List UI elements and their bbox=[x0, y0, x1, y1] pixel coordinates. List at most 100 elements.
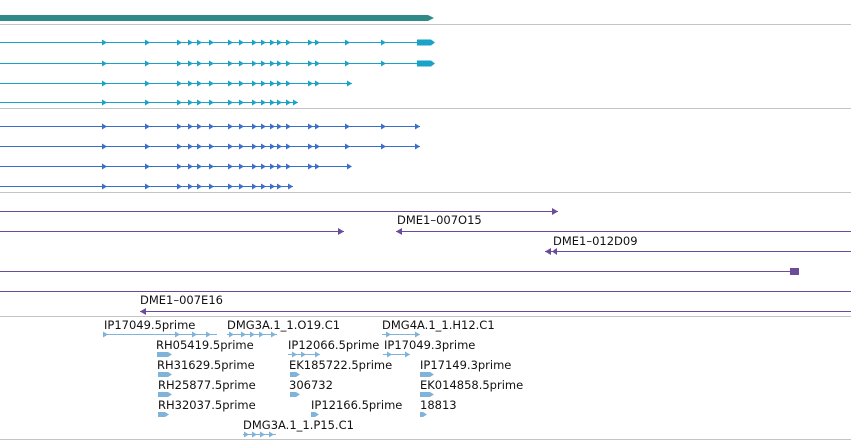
est-label[interactable]: DMG3A.1_1.P15.C1 bbox=[243, 418, 354, 432]
strand-arrow-icon bbox=[239, 39, 244, 46]
strand-arrow-icon bbox=[423, 412, 427, 417]
strand-arrow-icon bbox=[145, 143, 150, 150]
strand-arrow-icon bbox=[102, 60, 107, 67]
clone-feature[interactable] bbox=[140, 308, 851, 315]
est-block bbox=[290, 392, 296, 397]
est-label[interactable]: RH25877.5prime bbox=[158, 378, 256, 392]
transcript-feature[interactable] bbox=[0, 99, 298, 106]
est-labels: IP17049.5prime DMG3A.1_1.O19.C1 DMG4A.1_… bbox=[104, 318, 523, 432]
est-label[interactable]: 306732 bbox=[289, 378, 333, 392]
strand-arrow-icon bbox=[145, 183, 150, 190]
strand-arrow-icon bbox=[315, 60, 320, 67]
est-feature[interactable] bbox=[288, 351, 320, 358]
strand-arrow-icon bbox=[277, 163, 282, 170]
strand-arrow-icon bbox=[252, 431, 257, 438]
strand-arrow-icon bbox=[381, 123, 386, 130]
strand-arrow-icon bbox=[168, 372, 172, 377]
est-label[interactable]: EK014858.5prime bbox=[420, 378, 523, 392]
strand-arrow-icon bbox=[345, 143, 350, 150]
strand-arrow-icon bbox=[145, 163, 150, 170]
est-label[interactable]: DMG4A.1_1.H12.C1 bbox=[382, 318, 495, 332]
strand-arrow-icon bbox=[315, 351, 320, 358]
strand-arrow-icon bbox=[228, 143, 233, 150]
est-label[interactable]: RH05419.5prime bbox=[156, 338, 254, 352]
est-feature[interactable] bbox=[158, 372, 172, 377]
strand-arrow-icon bbox=[288, 183, 293, 190]
strand-arrow-icon bbox=[177, 39, 182, 46]
strand-arrow-icon bbox=[315, 412, 319, 417]
clone-label[interactable]: DME1–007E16 bbox=[140, 293, 223, 307]
clone-feature[interactable] bbox=[0, 228, 344, 235]
est-feature[interactable] bbox=[227, 331, 277, 338]
est-block bbox=[420, 372, 430, 377]
strand-arrow-icon bbox=[252, 39, 257, 46]
est-feature[interactable] bbox=[103, 331, 217, 338]
strand-arrow-icon bbox=[197, 123, 202, 130]
est-feature[interactable] bbox=[420, 372, 434, 377]
est-feature[interactable] bbox=[311, 412, 319, 417]
strand-arrow-icon bbox=[270, 143, 275, 150]
est-feature[interactable] bbox=[382, 331, 420, 338]
strand-arrow-icon bbox=[415, 123, 420, 130]
strand-arrow-icon bbox=[209, 60, 214, 67]
clone-feature[interactable] bbox=[0, 208, 558, 215]
est-label[interactable]: IP17049.5prime bbox=[104, 318, 195, 332]
strand-arrow-icon bbox=[405, 351, 410, 358]
strand-arrow-icon bbox=[261, 60, 266, 67]
transcript-feature[interactable] bbox=[0, 60, 435, 67]
strand-arrow-icon bbox=[431, 60, 435, 67]
strand-arrow-icon bbox=[197, 163, 202, 170]
strand-arrow-icon bbox=[209, 80, 214, 87]
est-block bbox=[158, 372, 168, 377]
est-feature[interactable] bbox=[290, 392, 300, 397]
strand-arrow-icon bbox=[188, 143, 193, 150]
strand-arrow-icon bbox=[103, 331, 108, 338]
est-label[interactable]: RH32037.5prime bbox=[158, 398, 256, 412]
gene-model-bar[interactable] bbox=[0, 15, 428, 21]
est-label[interactable]: RH31629.5prime bbox=[157, 358, 255, 372]
transcript-feature[interactable] bbox=[0, 183, 293, 190]
est-label[interactable]: DMG3A.1_1.O19.C1 bbox=[227, 318, 340, 332]
est-feature[interactable] bbox=[290, 372, 300, 377]
est-label[interactable]: EK185722.5prime bbox=[289, 358, 392, 372]
est-feature[interactable] bbox=[420, 392, 434, 397]
strand-arrow-icon bbox=[277, 123, 282, 130]
est-label[interactable]: IP12066.5prime bbox=[288, 338, 379, 352]
transcript-feature[interactable] bbox=[0, 163, 352, 170]
transcript-feature[interactable] bbox=[0, 123, 420, 130]
strand-arrow-icon bbox=[292, 351, 297, 358]
strand-arrow-icon bbox=[239, 80, 244, 87]
strand-arrow-icon bbox=[286, 80, 291, 87]
strand-arrow-icon bbox=[270, 183, 275, 190]
transcript-feature[interactable] bbox=[0, 39, 435, 46]
strand-arrow-icon bbox=[209, 39, 214, 46]
strand-arrow-icon bbox=[229, 331, 234, 338]
transcript-feature[interactable] bbox=[0, 143, 420, 150]
strand-arrow-icon bbox=[308, 123, 313, 130]
est-label[interactable]: IP17049.3prime bbox=[384, 338, 475, 352]
transcript-feature[interactable] bbox=[0, 80, 352, 87]
est-feature[interactable] bbox=[420, 412, 427, 417]
strand-arrow-icon bbox=[177, 123, 182, 130]
clone-feature[interactable] bbox=[545, 248, 851, 255]
est-label[interactable]: IP17149.3prime bbox=[420, 358, 511, 372]
clone-feature[interactable] bbox=[0, 268, 799, 275]
est-label[interactable]: 18813 bbox=[420, 398, 457, 412]
est-feature[interactable] bbox=[383, 351, 410, 358]
est-feature[interactable] bbox=[243, 431, 276, 438]
strand-arrow-icon bbox=[228, 163, 233, 170]
strand-arrow-icon bbox=[168, 352, 172, 357]
strand-arrow-icon bbox=[239, 163, 244, 170]
clone-label[interactable]: DME1–007O15 bbox=[397, 213, 482, 227]
clone-label[interactable]: DME1–012D09 bbox=[553, 234, 638, 248]
strand-arrow-icon bbox=[252, 60, 257, 67]
transcript-track-cyan bbox=[0, 39, 435, 106]
strand-arrow-icon bbox=[145, 123, 150, 130]
est-feature[interactable] bbox=[157, 352, 172, 357]
est-feature[interactable] bbox=[158, 392, 172, 397]
strand-arrow-icon bbox=[209, 183, 214, 190]
clone-feature[interactable] bbox=[396, 228, 851, 235]
est-label[interactable]: IP12166.5prime bbox=[311, 398, 402, 412]
est-feature[interactable] bbox=[158, 412, 169, 417]
strand-arrow-icon bbox=[286, 143, 291, 150]
